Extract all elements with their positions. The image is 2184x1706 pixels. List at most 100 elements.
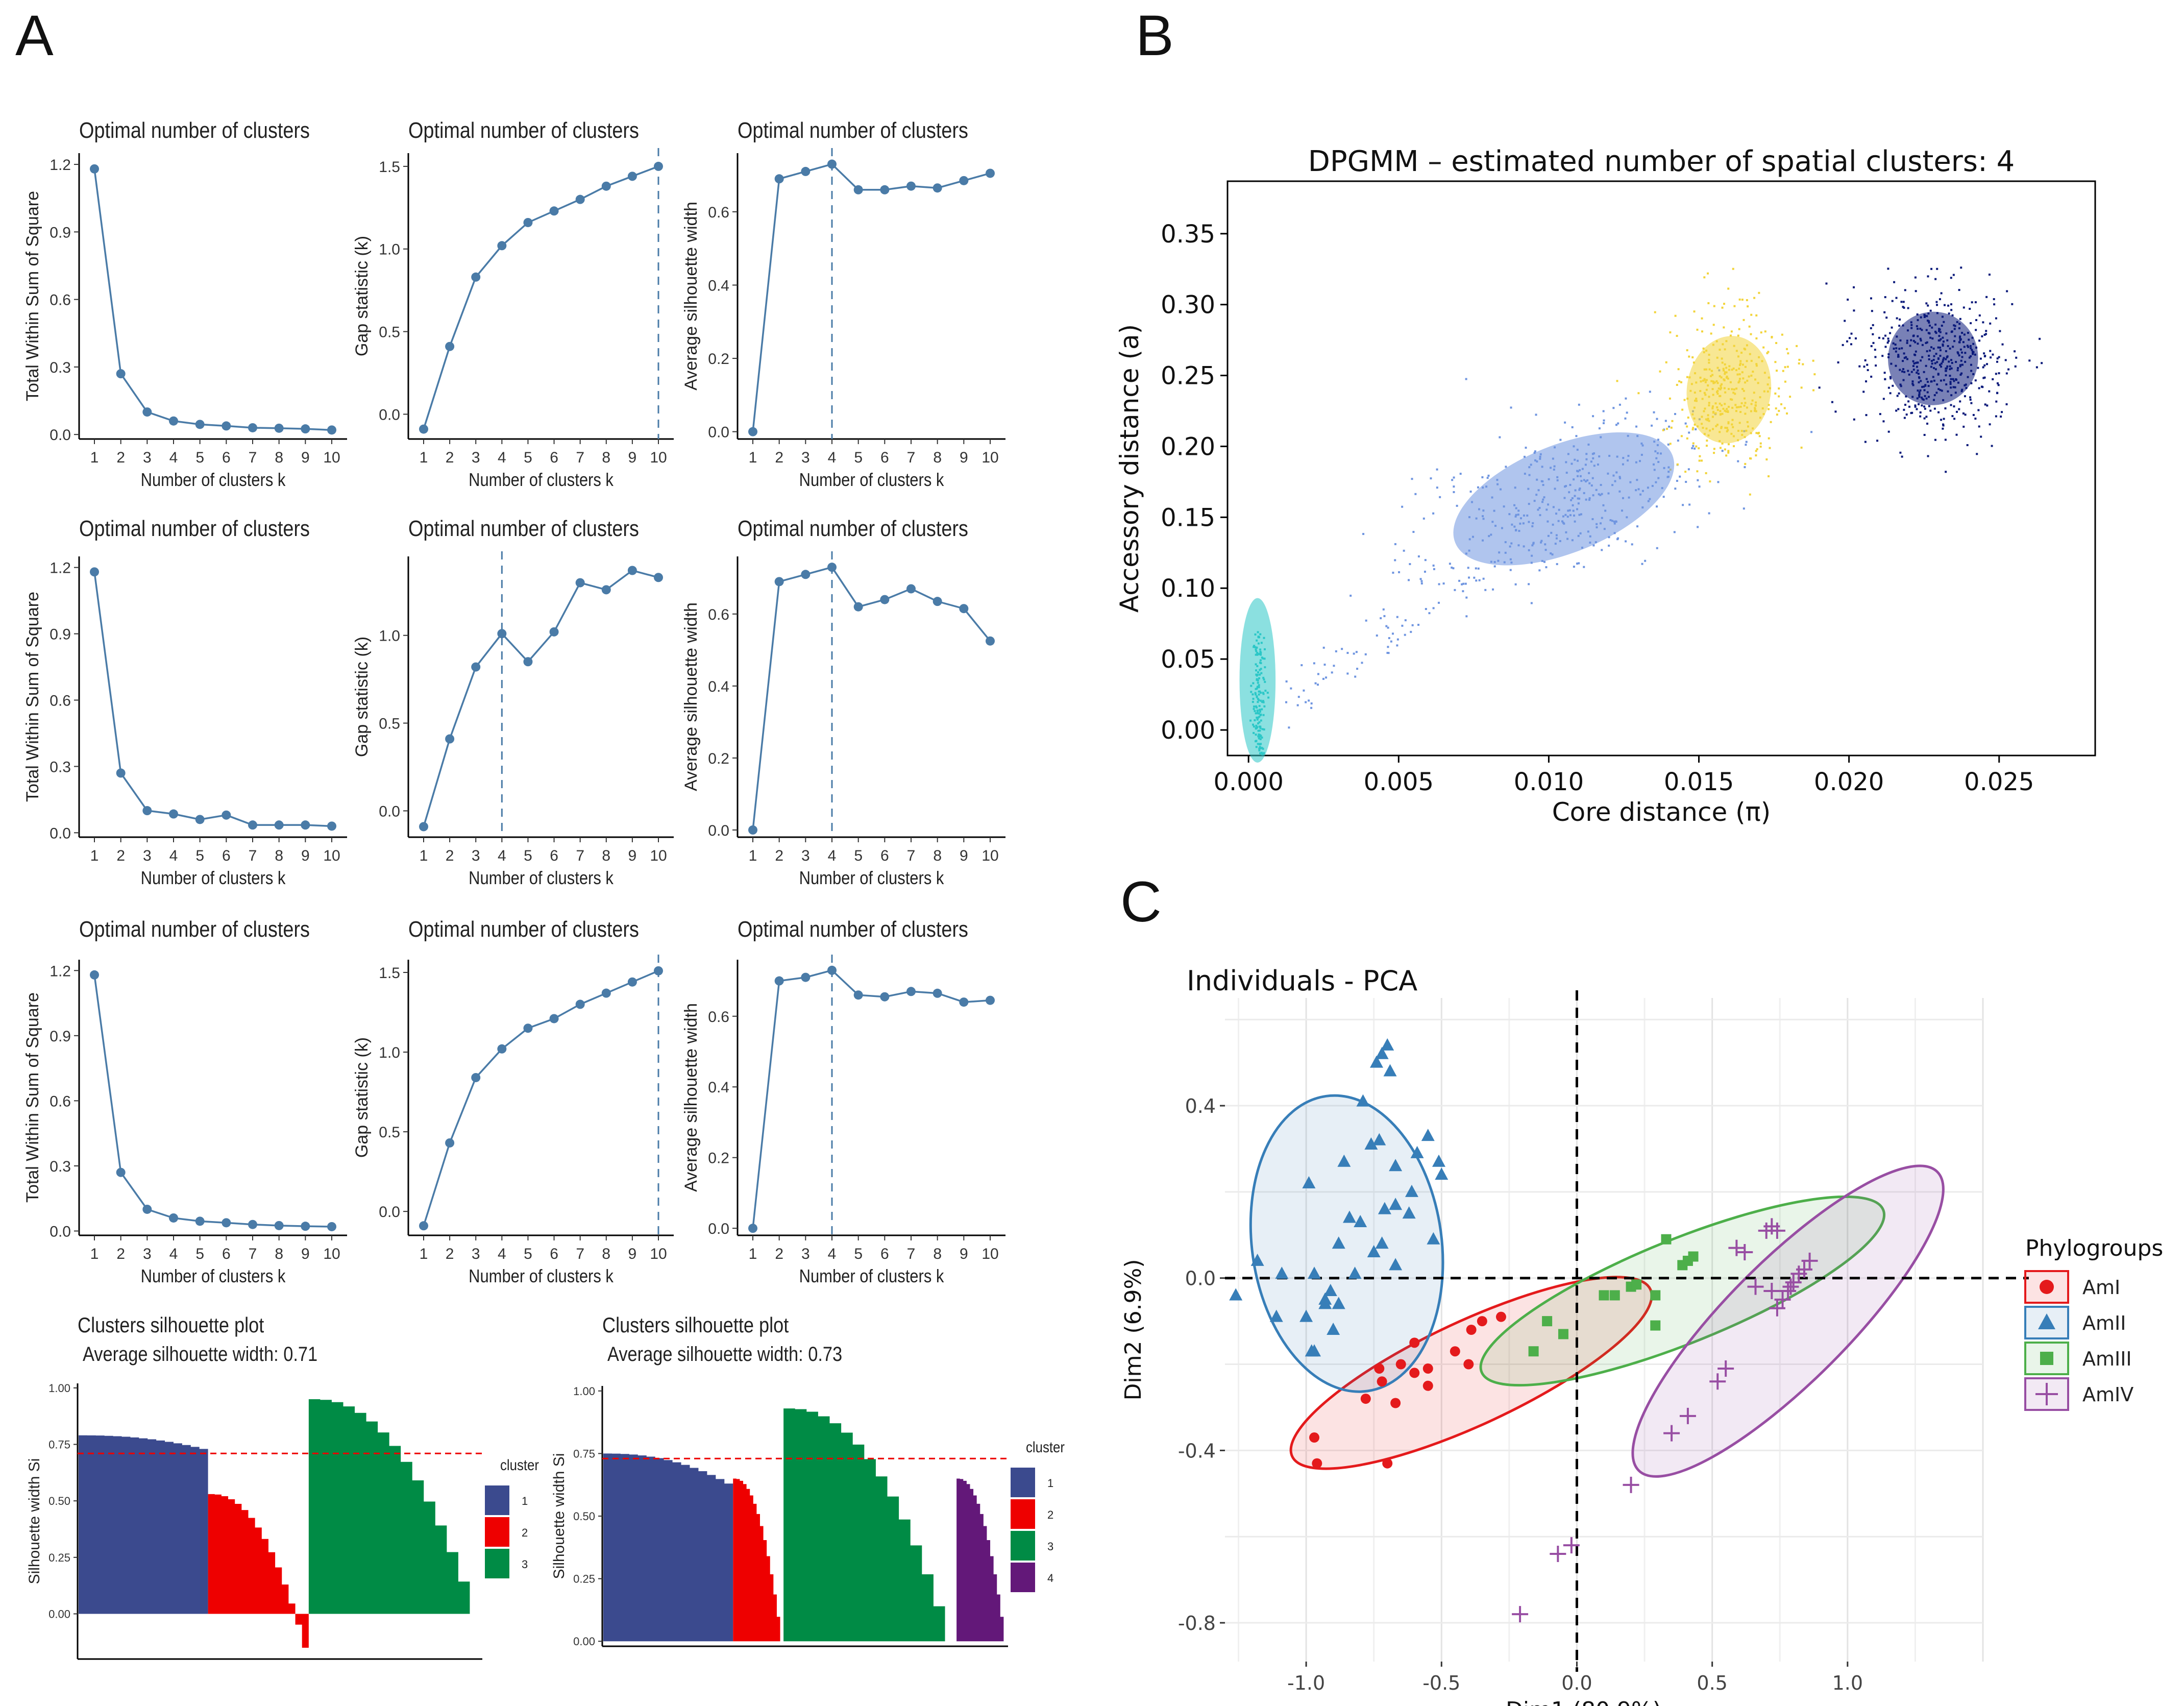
panel-label-c: C	[1120, 870, 1162, 934]
y-tick-label: 1.2	[50, 963, 71, 980]
scatter-point	[1928, 405, 1930, 407]
scatter-point	[1865, 414, 1868, 417]
scatter-point	[1684, 471, 1687, 473]
scatter-point	[1879, 413, 1881, 416]
data-point	[1422, 1380, 1433, 1391]
scatter-point	[1694, 447, 1696, 450]
scatter-point	[2006, 290, 2008, 293]
data-point	[959, 604, 969, 614]
scatter-point	[1927, 304, 1929, 307]
data-point	[1650, 1320, 1661, 1331]
data-point	[601, 585, 611, 595]
x-tick-label: 7	[249, 449, 257, 466]
y-tick-label: 1.0	[379, 241, 400, 258]
data-point	[523, 1023, 533, 1033]
scatter-point	[1882, 420, 1885, 423]
scatter-point	[1674, 488, 1677, 490]
series-line	[93, 572, 332, 827]
y-tick-label: 0.0	[708, 424, 729, 441]
scatter-point	[1738, 298, 1741, 301]
scatter-point	[1969, 396, 1972, 399]
scatter-point	[1786, 348, 1788, 350]
scatter-point	[1668, 425, 1671, 428]
y-tick-label: 0.00	[573, 1635, 595, 1648]
data-point	[1422, 1363, 1433, 1374]
scatter-point	[1417, 624, 1420, 626]
scatter-point	[1419, 578, 1422, 580]
scatter-point	[1876, 440, 1879, 442]
scatter-point	[1970, 402, 1973, 404]
scatter-point	[1884, 296, 1886, 299]
scatter-point	[1950, 303, 1953, 306]
scatter-point	[1361, 662, 1363, 664]
scatter-point	[1688, 431, 1690, 434]
legend-label: 4	[1047, 1572, 1053, 1585]
scatter-point	[1602, 410, 1605, 412]
x-tick-label: 10	[650, 449, 667, 466]
scatter-point	[1391, 632, 1394, 635]
data-point	[906, 987, 916, 996]
series-line	[423, 970, 659, 1226]
scatter-point	[1767, 351, 1770, 353]
scatter-point	[1685, 480, 1687, 483]
scatter-point	[1786, 365, 1789, 368]
data-point	[1728, 1239, 1745, 1256]
y-tick-label: 0.9	[50, 224, 71, 241]
data-point	[1390, 1398, 1401, 1408]
scatter-point	[1322, 646, 1325, 649]
x-tick-label: 0.025	[1964, 768, 2034, 796]
x-tick-label: 1	[420, 847, 428, 864]
scatter-point	[1776, 370, 1778, 372]
scatter-point	[1676, 334, 1678, 337]
scatter-point	[1615, 424, 1617, 426]
scatter-point	[1656, 418, 1658, 420]
x-tick-label: 0.015	[1664, 768, 1734, 796]
scatter-point	[1717, 481, 1720, 483]
scatter-point	[1676, 479, 1678, 482]
scatter-point	[1530, 602, 1533, 604]
silhouette-cluster-bars	[603, 1453, 733, 1642]
x-tick-label: 5	[195, 847, 204, 864]
scatter-point	[1904, 289, 1906, 291]
scatter-point	[1924, 407, 1926, 410]
data-point	[1389, 1198, 1403, 1210]
x-axis-label: Dim1 (80.9%)	[1506, 1697, 1661, 1706]
scatter-point	[1691, 356, 1694, 359]
scatter-point	[1288, 726, 1290, 729]
scatter-point	[1940, 419, 1943, 421]
legend-label: AmIII	[2082, 1348, 2132, 1370]
scatter-point	[1411, 624, 1414, 626]
x-tick-label: 9	[301, 847, 310, 864]
data-point	[169, 809, 178, 819]
y-tick-label: 0.3	[50, 359, 71, 376]
scatter-point	[1698, 459, 1701, 462]
data-point	[1354, 1214, 1367, 1227]
scatter-point	[1456, 504, 1458, 507]
scatter-point	[1915, 290, 1917, 293]
scatter-point	[1681, 408, 1684, 411]
y-tick-label: 0.3	[50, 759, 71, 775]
data-point	[1229, 1288, 1243, 1301]
cluster-ellipse	[1888, 311, 1978, 405]
scatter-point	[1380, 617, 1382, 620]
x-tick-label: 5	[854, 847, 863, 864]
scatter-point	[1944, 407, 1947, 410]
scatter-point	[1713, 448, 1715, 450]
scatter-point	[1853, 418, 1855, 421]
y-axis-label: Gap statistic (k)	[352, 637, 372, 757]
data-point	[575, 194, 585, 204]
scatter-point	[1976, 453, 1978, 455]
scatter-point	[1800, 386, 1803, 389]
data-point	[1360, 1394, 1371, 1404]
scatter-point	[1907, 400, 1910, 403]
x-tick-label: 0.000	[1213, 768, 1283, 796]
scatter-point	[1926, 422, 1929, 425]
data-point	[1375, 1236, 1389, 1249]
scatter-point	[1983, 376, 1986, 379]
data-point	[327, 1222, 336, 1231]
scatter-point	[1986, 404, 1989, 407]
scatter-point	[1314, 682, 1317, 685]
data-point	[301, 424, 310, 434]
scatter-point	[1769, 447, 1771, 449]
scatter-point	[1944, 438, 1947, 441]
